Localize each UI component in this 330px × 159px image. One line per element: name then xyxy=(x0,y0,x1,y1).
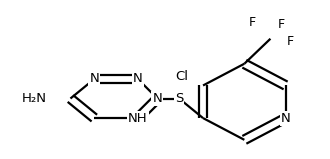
Text: F: F xyxy=(278,18,285,31)
Text: S: S xyxy=(175,92,183,105)
Text: NH: NH xyxy=(128,112,148,125)
Text: F: F xyxy=(248,16,255,29)
Text: N: N xyxy=(89,73,99,85)
Text: F: F xyxy=(286,35,294,48)
Text: H₂N: H₂N xyxy=(22,92,47,105)
Text: N: N xyxy=(281,112,290,125)
Text: Cl: Cl xyxy=(175,70,188,83)
Text: N: N xyxy=(133,73,143,85)
Text: N: N xyxy=(152,92,162,105)
